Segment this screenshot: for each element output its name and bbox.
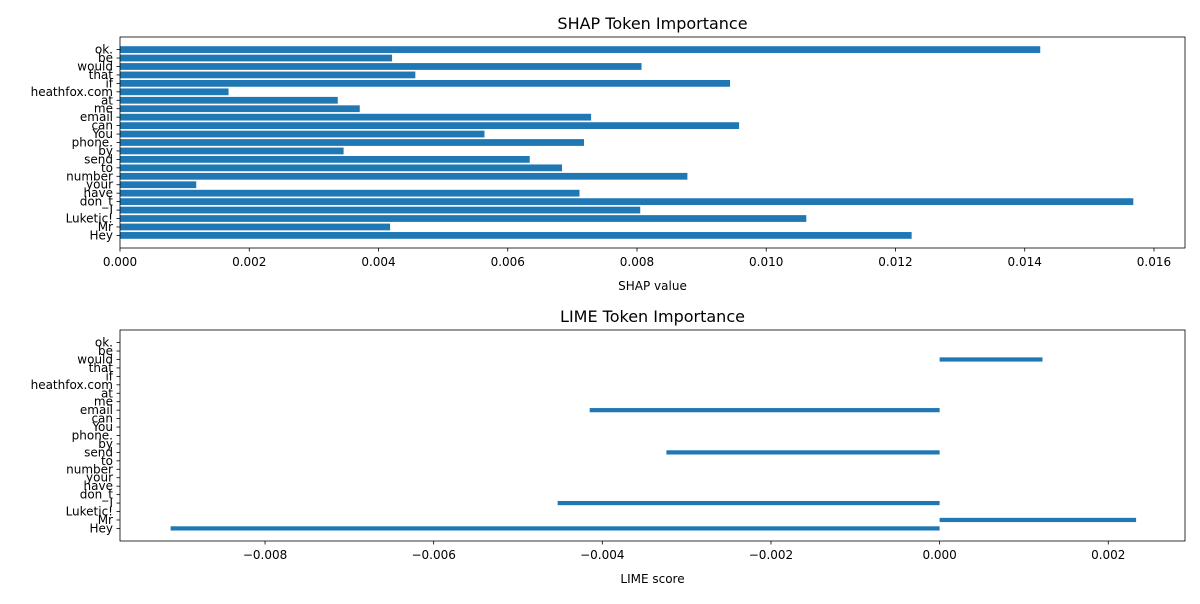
lime-ytick-label-11: phone.: [72, 429, 113, 443]
lime-xtick-label-1: −0.006: [411, 548, 455, 562]
shap-ytick-label-1: Mr: [98, 220, 113, 234]
shap-bar-19: [120, 71, 416, 79]
lime-bar-20: [939, 357, 1043, 362]
lime-xtick-label-2: −0.004: [580, 548, 624, 562]
shap-xtick-label-8: 0.016: [1137, 255, 1171, 269]
shap-ytick-label-10: by: [98, 144, 113, 158]
shap-ytick-label-8: to: [101, 161, 113, 175]
shap-chart-title: SHAP Token Importance: [557, 14, 747, 33]
shap-xtick-label-4: 0.008: [620, 255, 654, 269]
lime-ytick-label-5: have: [84, 479, 113, 493]
shap-ytick-label-5: have: [84, 186, 113, 200]
lime-xtick-label-5: 0.002: [1091, 548, 1125, 562]
shap-xtick-label-6: 0.012: [878, 255, 912, 269]
lime-x-axis-label: LIME score: [620, 572, 684, 586]
lime-ytick-label-22: ok.: [95, 336, 113, 350]
shap-bar-5: [120, 189, 580, 197]
shap-ytick-label-13: can: [91, 119, 113, 133]
lime-ytick-label-15: me: [94, 395, 113, 409]
shap-bar-7: [120, 172, 688, 180]
lime-ytick-label-7: number: [66, 462, 113, 476]
shap-ytick-label-14: email: [80, 110, 113, 124]
lime-bar-14: [589, 408, 940, 413]
shap-bar-6: [120, 181, 197, 189]
lime-bar-0: [170, 526, 940, 531]
shap-bar-4: [120, 198, 1134, 206]
shap-bar-14: [120, 113, 592, 121]
shap-xtick-label-2: 0.004: [361, 255, 395, 269]
lime-ytick-label-16: at: [101, 386, 113, 400]
lime-ytick-label-20: would: [77, 352, 113, 366]
lime-xtick-label-4: 0.000: [922, 548, 956, 562]
shap-ytick-label-7: number: [66, 169, 113, 183]
shap-xtick-label-1: 0.002: [232, 255, 266, 269]
shap-bar-11: [120, 139, 584, 146]
lime-axes-frame: [119, 329, 1186, 542]
lime-ytick-label-12: You: [91, 420, 113, 434]
shap-ytick-label-17: heathfox.com: [31, 85, 113, 99]
lime-ytick-label-3: I: [109, 496, 113, 510]
shap-bar-13: [120, 122, 740, 129]
lime-bar-9: [666, 450, 940, 455]
shap-bar-8: [120, 164, 563, 172]
shap-bar-21: [120, 54, 393, 62]
shap-ytick-label-6: your: [86, 178, 113, 192]
shap-bar-0: [120, 232, 912, 239]
lime-xtick-label-0: −0.008: [243, 548, 287, 562]
shap-bar-15: [120, 105, 360, 113]
shap-x-axis-label: SHAP value: [618, 279, 687, 293]
shap-xtick-label-0: 0.000: [103, 255, 137, 269]
shap-ytick-label-18: if: [105, 76, 113, 90]
shap-bar-9: [120, 156, 530, 163]
lime-ytick-label-21: be: [98, 344, 113, 358]
shap-bar-20: [120, 63, 642, 70]
lime-ytick-label-13: can: [91, 412, 113, 426]
shap-xtick-label-7: 0.014: [1008, 255, 1042, 269]
lime-xtick-label-3: −0.002: [749, 548, 793, 562]
lime-bar-3: [557, 500, 940, 506]
shap-bar-22: [120, 46, 1041, 53]
lime-ytick-label-8: to: [101, 454, 113, 468]
shap-xtick-label-5: 0.010: [749, 255, 783, 269]
shap-bar-3: [120, 206, 641, 214]
shap-ytick-label-21: be: [98, 51, 113, 65]
shap-ytick-label-12: You: [91, 127, 113, 141]
lime-ytick-label-2: Luketic!: [66, 505, 113, 519]
shap-bar-18: [120, 79, 731, 87]
lime-ytick-label-9: send: [84, 445, 113, 459]
shap-bar-17: [120, 88, 229, 96]
shap-ytick-label-19: that: [89, 68, 114, 82]
shap-bar-2: [120, 215, 807, 222]
shap-ytick-label-0: Hey: [89, 228, 113, 242]
lime-ytick-label-0: Hey: [89, 521, 113, 535]
shap-bar-10: [120, 147, 344, 155]
shap-ytick-label-11: phone.: [72, 136, 113, 150]
shap-bar-12: [120, 130, 485, 138]
shap-ytick-label-9: send: [84, 152, 113, 166]
lime-ytick-label-18: if: [105, 369, 113, 383]
shap-bar-16: [120, 96, 338, 104]
shap-ytick-label-22: ok.: [95, 43, 113, 57]
shap-ytick-label-15: me: [94, 102, 113, 116]
lime-ytick-label-4: don_t: [80, 488, 114, 502]
lime-ytick-label-14: email: [80, 403, 113, 417]
shap-ytick-label-4: don_t: [80, 195, 114, 209]
lime-bar-1: [939, 517, 1137, 523]
lime-chart-title: LIME Token Importance: [560, 307, 745, 326]
shap-xtick-label-3: 0.006: [491, 255, 525, 269]
shap-ytick-label-3: I: [109, 203, 113, 217]
lime-ytick-label-17: heathfox.com: [31, 378, 113, 392]
lime-ytick-label-19: that: [89, 361, 114, 375]
shap-ytick-label-20: would: [77, 59, 113, 73]
shap-ytick-label-16: at: [101, 93, 113, 107]
shap-bar-1: [120, 223, 391, 231]
lime-ytick-label-1: Mr: [98, 513, 113, 527]
lime-ytick-label-10: by: [98, 437, 113, 451]
lime-ytick-label-6: your: [86, 471, 113, 485]
shap-ytick-label-2: Luketic!: [66, 212, 113, 226]
